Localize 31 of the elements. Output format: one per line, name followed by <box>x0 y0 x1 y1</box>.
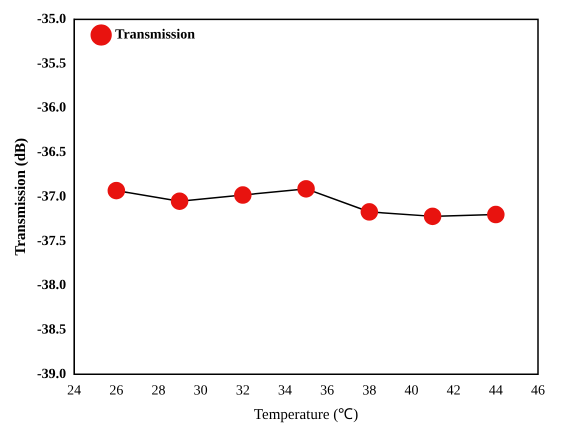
y-tick-label: -38.5 <box>36 322 66 338</box>
y-tick-label: -37.0 <box>36 189 66 204</box>
x-axis-title: Temperature (℃) <box>254 406 358 423</box>
y-tick-label: -35.5 <box>36 56 66 72</box>
y-tick-label: -35.0 <box>36 12 66 28</box>
x-tick-label: 40 <box>404 383 418 398</box>
point <box>297 180 315 198</box>
point <box>108 182 126 200</box>
x-tick-label: 36 <box>320 383 334 398</box>
y-tick-label: -39.0 <box>36 366 66 382</box>
y-axis-title: Transmission (dB) <box>12 138 29 256</box>
point <box>360 203 378 221</box>
y-tick-label: -38.0 <box>36 278 66 294</box>
y-tick-label: -37.5 <box>36 234 66 249</box>
point <box>234 186 252 204</box>
x-tick-label: 44 <box>488 383 503 398</box>
y-tick-label: -36.0 <box>36 100 66 116</box>
x-tick-label: 42 <box>446 383 461 398</box>
point <box>487 206 505 224</box>
x-tick-label: 28 <box>151 383 166 398</box>
point <box>424 208 442 226</box>
x-tick-label: 30 <box>194 383 208 398</box>
x-tick-label: 46 <box>531 383 545 398</box>
legend-label: Transmission <box>115 28 196 43</box>
x-tick-label: 38 <box>362 383 376 398</box>
x-tick-label: 24 <box>67 383 82 398</box>
y-tick-label: -36.5 <box>36 145 66 160</box>
point <box>170 192 188 210</box>
x-tick-label: 26 <box>109 383 124 398</box>
x-tick-label: 34 <box>278 383 292 398</box>
x-tick-label: 32 <box>236 383 250 398</box>
